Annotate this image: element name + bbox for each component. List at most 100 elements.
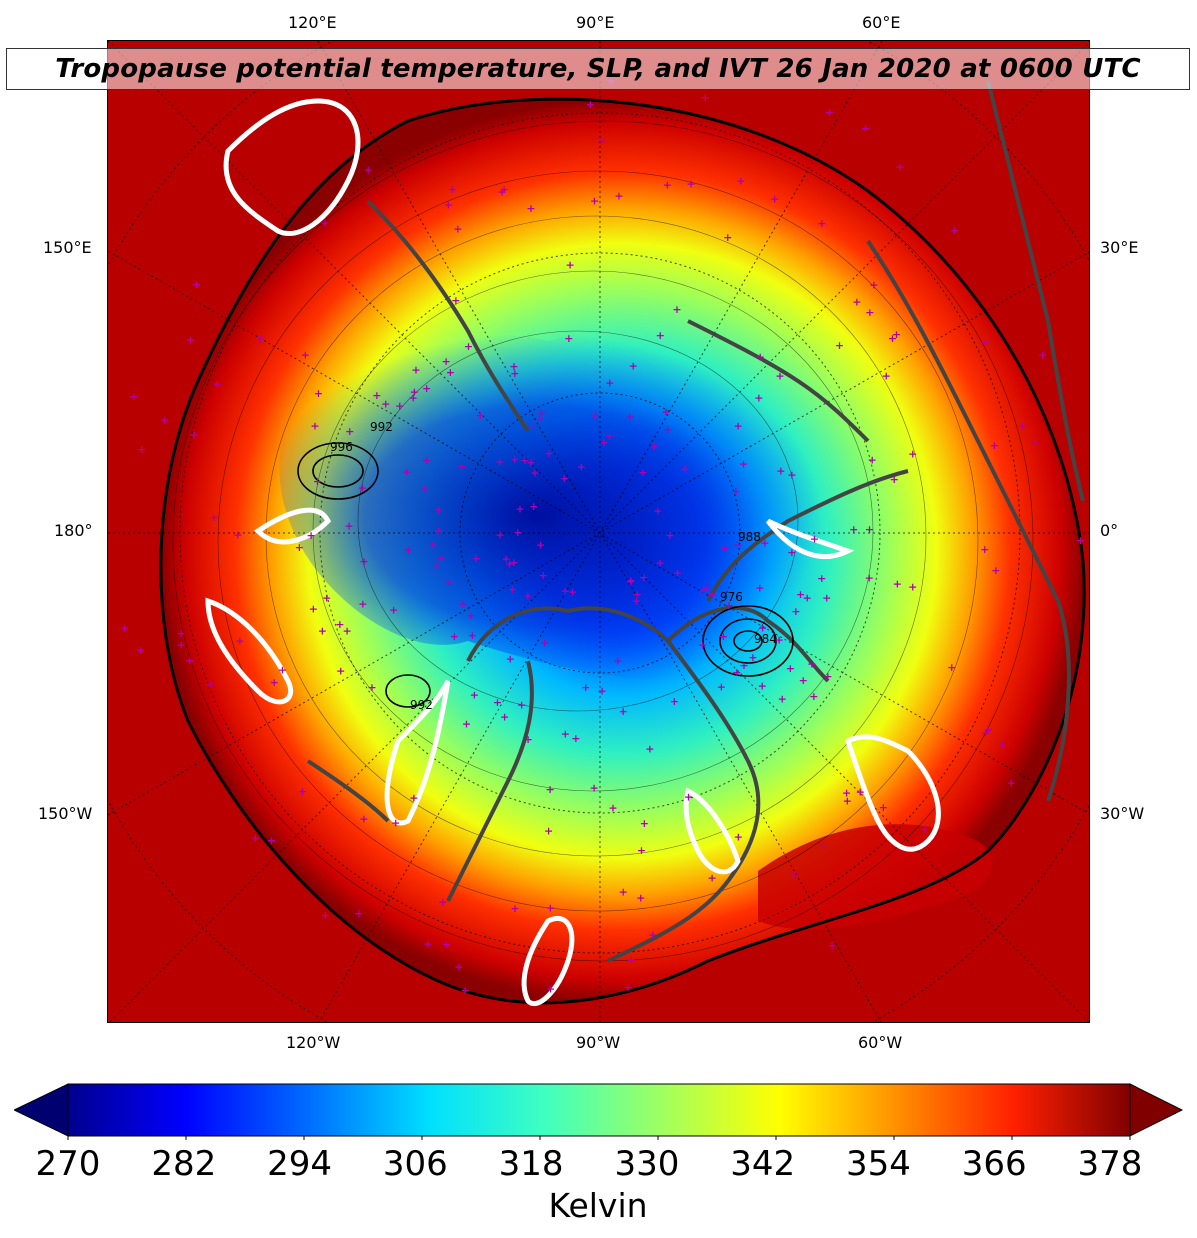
station-marker: + xyxy=(367,681,376,694)
map-panel: 992 996 988 984 976 992 + + + + + + + + + + + + + + + +… xyxy=(107,40,1090,1023)
station-marker: + xyxy=(626,575,635,588)
station-marker: + xyxy=(546,982,555,995)
station-marker: + xyxy=(192,278,201,291)
station-marker: + xyxy=(256,332,265,345)
station-marker: + xyxy=(1038,349,1047,362)
station-marker: + xyxy=(577,461,586,474)
station-marker: + xyxy=(908,448,917,461)
station-marker: + xyxy=(640,817,649,830)
station-marker: + xyxy=(849,523,858,536)
station-marker: + xyxy=(856,785,865,798)
station-marker: + xyxy=(445,576,454,589)
station-marker: + xyxy=(336,664,345,677)
station-marker: + xyxy=(535,412,544,425)
station-marker: + xyxy=(314,387,323,400)
station-marker: + xyxy=(754,391,763,404)
station-marker: + xyxy=(819,839,828,852)
station-marker: + xyxy=(298,785,307,798)
station-marker: + xyxy=(789,869,798,882)
station-marker: + xyxy=(177,639,186,652)
station-marker: + xyxy=(991,564,1000,577)
station-marker: + xyxy=(499,183,508,196)
station-marker: + xyxy=(980,543,989,556)
station-marker: + xyxy=(990,439,999,452)
station-marker: + xyxy=(506,652,515,665)
station-marker: + xyxy=(450,630,459,643)
station-marker: + xyxy=(495,456,504,469)
station-marker: + xyxy=(568,585,577,598)
station-marker: + xyxy=(251,831,260,844)
station-marker: + xyxy=(510,902,519,915)
station-marker: + xyxy=(890,473,899,486)
station-marker: + xyxy=(684,791,693,804)
station-marker: + xyxy=(645,742,654,755)
station-marker: + xyxy=(770,193,779,206)
station-marker: + xyxy=(422,454,431,467)
station-marker: + xyxy=(882,369,891,382)
station-marker: + xyxy=(731,485,740,498)
station-marker: + xyxy=(517,698,526,711)
station-marker: + xyxy=(468,629,477,642)
station-marker: + xyxy=(732,666,741,679)
station-marker: + xyxy=(497,185,506,198)
station-marker: + xyxy=(321,909,330,922)
station-marker: + xyxy=(637,844,646,857)
station-marker: + xyxy=(920,823,929,836)
station-marker: + xyxy=(597,135,606,148)
station-marker: + xyxy=(723,231,732,244)
station-marker: + xyxy=(509,556,518,569)
station-marker: + xyxy=(656,329,665,342)
station-marker: + xyxy=(359,813,368,826)
station-marker: + xyxy=(717,681,726,694)
station-marker: + xyxy=(842,787,851,800)
coastlines xyxy=(306,80,1085,963)
station-marker: + xyxy=(947,661,956,674)
slp-label: 996 xyxy=(330,440,353,454)
station-marker: + xyxy=(810,532,819,545)
station-marker: + xyxy=(235,634,244,647)
station-marker: + xyxy=(605,377,614,390)
station-marker: + xyxy=(581,681,590,694)
station-marker: + xyxy=(470,689,479,702)
station-marker: + xyxy=(546,902,555,915)
station-marker: + xyxy=(129,390,138,403)
station-marker: + xyxy=(358,597,367,610)
station-marker: + xyxy=(758,622,767,635)
station-marker: + xyxy=(561,728,570,741)
station-marker: + xyxy=(544,447,553,460)
station-marker: + xyxy=(733,420,742,433)
colorbar-tick-label: 354 xyxy=(845,1144,911,1184)
station-marker: + xyxy=(879,801,888,814)
station-marker: + xyxy=(908,581,917,594)
station-marker: + xyxy=(422,382,431,395)
station-marker: + xyxy=(686,177,695,190)
station-marker: + xyxy=(501,553,510,566)
station-marker: + xyxy=(278,664,287,677)
station-marker: + xyxy=(540,637,549,650)
station-marker: + xyxy=(672,303,681,316)
station-marker: + xyxy=(739,659,748,672)
station-marker: + xyxy=(734,830,743,843)
station-marker: + xyxy=(453,222,462,235)
station-marker: + xyxy=(322,592,331,605)
station-marker: + xyxy=(629,360,638,373)
station-marker: + xyxy=(395,399,404,412)
station-marker: + xyxy=(442,938,451,951)
station-marker: + xyxy=(698,639,707,652)
station-marker: + xyxy=(799,674,808,687)
warm-intrusion xyxy=(758,824,993,930)
station-marker: + xyxy=(205,678,214,691)
station-marker: + xyxy=(632,595,641,608)
station-marker: + xyxy=(736,174,745,187)
station-marker: + xyxy=(310,420,319,433)
station-marker: + xyxy=(318,625,327,638)
station-marker: + xyxy=(136,644,145,657)
lon-label-bottom: 120°W xyxy=(286,1033,341,1052)
ivt-contours xyxy=(205,98,941,1006)
station-marker: + xyxy=(526,456,535,469)
station-marker: + xyxy=(981,336,990,349)
station-marker: + xyxy=(358,481,367,494)
station-marker: + xyxy=(791,605,800,618)
station-marker: + xyxy=(663,423,672,436)
station-marker: + xyxy=(865,523,874,536)
